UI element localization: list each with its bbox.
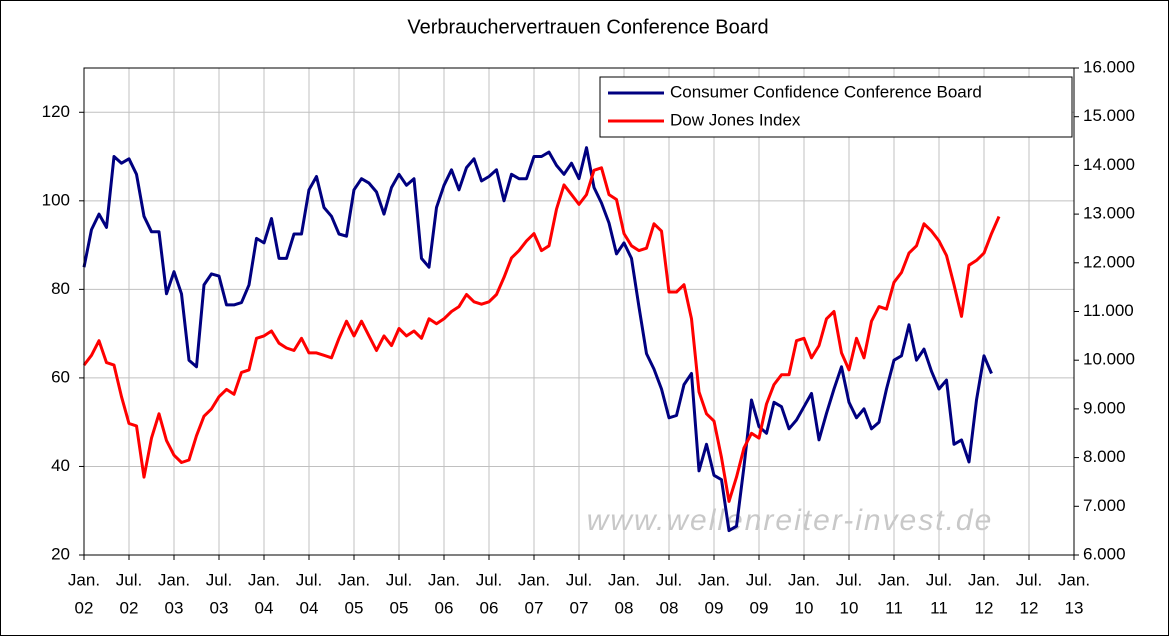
y2-tick-label: 7.000 [1083,496,1126,515]
y-tick-label: 20 [51,544,70,563]
x-tick-label: 05 [390,598,409,617]
x-tick-label: 10 [840,598,859,617]
x-tick-label: 10 [795,598,814,617]
legend: Consumer Confidence Conference Board Dow … [599,76,1073,138]
lines [82,146,1001,533]
chart-title: Verbrauchervertrauen Conference Board [407,16,768,38]
x-tick-label: Jan. [968,570,1000,589]
y2-tick-label: 10.000 [1083,350,1135,369]
x-tick-label: Jan. [338,570,370,589]
y2-tick-label: 14.000 [1083,155,1135,174]
x-tick-label: 07 [525,598,544,617]
x-tick-label: Jul. [206,570,232,589]
x-tick-label: Jul. [296,570,322,589]
x-tick-label: Jul. [566,570,592,589]
y2-tick-label: 13.000 [1083,204,1135,223]
x-tick-label: Jul. [836,570,862,589]
watermark: www.wellenreiter-invest.de [587,504,994,537]
x-tick-label: 03 [210,598,229,617]
x-tick-label: 07 [570,598,589,617]
x-tick-label: 06 [435,598,454,617]
y2-tick-label: 11.000 [1083,301,1134,320]
y2-tick-label: 8.000 [1083,447,1126,466]
x-tick-label: Jan. [518,570,550,589]
x-tick-label: 04 [255,598,274,617]
x-tick-label: Jan. [788,570,820,589]
x-tick-label: 08 [615,598,634,617]
y-tick-label: 80 [51,279,70,298]
y2-tick-label: 9.000 [1083,398,1126,417]
y2-tick-label: 12.000 [1083,252,1135,271]
legend-label: Consumer Confidence Conference Board [670,82,982,101]
x-tick-label: 08 [660,598,679,617]
x-tick-label: 11 [930,598,948,617]
x-tick-label: 11 [885,598,903,617]
x-tick-label: Jan. [248,570,280,589]
x-tick-label: 09 [705,598,724,617]
x-tick-label: Jul. [746,570,772,589]
x-tick-label: 12 [1020,598,1039,617]
x-tick-label: Jul. [386,570,412,589]
x-tick-label: Jan. [158,570,190,589]
x-tick-label: 03 [165,598,184,617]
x-tick-label: 12 [975,598,994,617]
x-tick-label: 13 [1065,598,1084,617]
y-tick-label: 100 [42,190,70,209]
x-tick-label: Jan. [1058,570,1090,589]
x-tick-label: Jan. [68,570,100,589]
series-line [82,146,993,533]
x-tick-label: Jul. [476,570,502,589]
x-tick-label: Jan. [878,570,910,589]
series-line [82,166,1001,503]
x-tick-label: Jan. [698,570,730,589]
legend-label: Dow Jones Index [670,110,801,129]
legend-box [599,76,1073,138]
x-tick-label: Jan. [428,570,460,589]
x-tick-label: Jul. [656,570,682,589]
y2-tick-label: 6.000 [1083,544,1126,563]
y-tick-label: 60 [51,367,70,386]
x-tick-label: Jul. [926,570,952,589]
y-tick-label: 40 [51,456,70,475]
x-tick-label: 04 [300,598,319,617]
x-tick-label: 02 [120,598,139,617]
y2-tick-label: 15.000 [1083,106,1135,125]
x-tick-label: Jul. [1016,570,1042,589]
x-tick-label: Jan. [608,570,640,589]
y2-tick-label: 16.000 [1083,57,1135,76]
x-tick-label: Jul. [116,570,142,589]
x-tick-label: 06 [480,598,499,617]
x-tick-label: 09 [750,598,769,617]
y-tick-label: 120 [42,102,70,121]
x-tick-label: 05 [345,598,364,617]
x-tick-label: 02 [75,598,94,617]
